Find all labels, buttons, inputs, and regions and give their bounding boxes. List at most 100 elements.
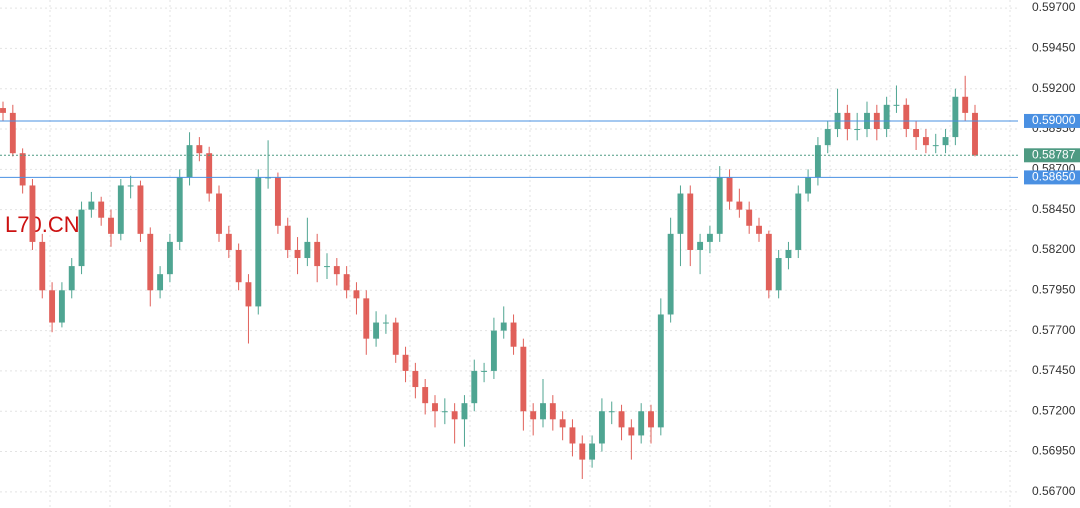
candle-body [255,177,262,307]
candle-body [343,274,350,291]
candle-body [29,185,36,242]
candle-body [962,96,969,113]
candle-body [314,241,321,267]
candle-body [324,266,330,268]
candle-body [127,185,134,187]
candle-body [628,427,635,436]
candle-body [589,443,596,460]
candle-body [549,403,556,420]
candle-body [451,411,458,420]
candle-body [402,354,409,371]
candle-body [765,233,772,291]
y-tick-label: 0.59200 [1032,81,1076,95]
candle-body [78,209,85,267]
y-tick-label: 0.56700 [1032,484,1076,498]
candle-body [235,249,242,283]
candle-body [893,104,900,106]
candle-body [746,209,753,226]
y-tick-label: 0.58200 [1032,242,1076,256]
candle-body [461,403,468,420]
price-tag-label: 0.58650 [1032,170,1076,184]
price-tag-label: 0.59000 [1032,113,1076,127]
candle-body [618,411,625,428]
candle-body [471,370,478,404]
price-tag [1024,113,1080,128]
candle-body [363,298,370,339]
candle-body [952,96,959,138]
candle-body [706,233,713,242]
candle-body [559,419,566,428]
axis: 0.56700 0.56950 0.57200 0.57450 0.57700 0.579… [1024,0,1080,498]
candle-body [373,322,380,339]
candle-body [697,241,704,250]
candle-body [225,233,232,250]
candle-body [805,177,812,194]
candle-body [117,185,124,234]
candle-body [422,387,429,404]
price-tag [1024,148,1080,163]
chart-title: L70.CN [5,212,80,237]
candle-body [98,201,105,218]
candle-body [245,282,252,307]
candle-body [39,241,46,291]
candle-body [441,411,448,413]
y-tick-label: 0.58450 [1032,202,1076,216]
candle-body [216,193,222,234]
candle-body [579,443,586,460]
candle-body [353,290,360,299]
candle-body [88,201,95,210]
candle-body [500,322,507,331]
candle-body [540,403,546,420]
candle-body [814,145,821,178]
candle-body [677,193,684,234]
candle-body [304,241,311,259]
candle-body [392,322,399,355]
candle-body [166,241,173,275]
candle-body [206,153,213,194]
candle-body [775,258,782,291]
candle-body [9,112,16,154]
candle-body [638,411,645,436]
price-tag [1024,170,1080,185]
candle-body [157,274,164,291]
candle-body [883,104,890,130]
candle-body [432,403,438,412]
candle-body [736,201,743,210]
candle-body [294,249,301,259]
candle-body [667,233,674,315]
candle-body [58,290,65,323]
y-tick-label: 0.59450 [1032,41,1076,55]
candle-body [942,137,949,146]
candle-body [903,104,910,130]
candle-body [108,217,114,234]
candle-body [569,427,576,444]
candle-body [824,129,831,146]
candle-body [196,145,203,154]
y-tick-label: 0.57450 [1032,363,1076,377]
candle-body [608,411,615,413]
y-tick-label: 0.56950 [1032,444,1076,458]
candle-body [0,108,6,113]
candle-body [687,193,694,250]
candle-body [412,370,419,388]
candle-body [382,322,389,324]
candle-body [657,314,664,428]
candle-body [147,233,154,291]
plot [0,75,1018,479]
candle-body [922,137,929,146]
y-tick-label: 0.57700 [1032,323,1076,337]
candle-body [49,290,56,323]
candle-body [274,177,281,226]
candle-body [284,225,291,250]
candle-body [795,193,802,250]
candle-body [756,225,762,234]
candle-body [726,177,733,202]
candle-body [176,177,183,242]
candle-body [913,129,920,138]
candle-body [598,411,605,444]
candle-body [530,411,537,420]
candle-body [854,129,861,131]
candle-body [520,346,527,412]
y-tick-label: 0.59700 [1032,0,1076,14]
